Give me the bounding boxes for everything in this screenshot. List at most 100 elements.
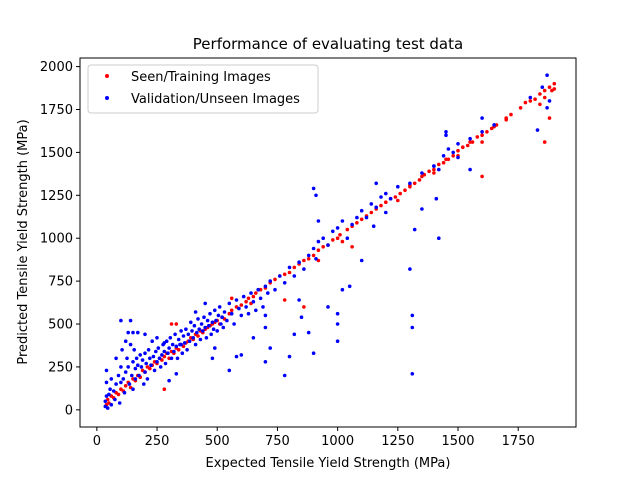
data-point: [468, 140, 472, 144]
data-point: [287, 270, 292, 275]
data-point: [162, 387, 167, 392]
data-point: [359, 208, 364, 213]
data-point: [117, 401, 122, 405]
data-point: [199, 322, 204, 326]
data-point: [246, 311, 251, 316]
data-point: [254, 291, 258, 295]
data-point: [251, 294, 256, 299]
data-point: [175, 356, 180, 361]
data-point: [412, 227, 417, 232]
legend: Seen/Training Images Validation/Unseen I…: [87, 64, 319, 114]
data-point: [410, 325, 415, 330]
data-point: [316, 248, 321, 252]
data-point: [172, 349, 176, 354]
data-point: [292, 274, 297, 278]
data-point: [131, 330, 135, 335]
y-tick-label: 1250: [40, 189, 73, 204]
data-point: [420, 174, 424, 179]
data-point: [350, 222, 354, 227]
data-point: [268, 346, 273, 350]
data-point: [542, 140, 547, 144]
plot-points: [103, 73, 557, 410]
data-point: [142, 382, 146, 386]
data-point: [133, 377, 138, 381]
data-point: [302, 305, 306, 309]
data-point: [136, 330, 140, 335]
data-point: [246, 296, 251, 301]
y-tick-label: 250: [48, 360, 73, 375]
data-point: [195, 330, 199, 335]
data-point: [174, 322, 179, 326]
data-point: [167, 346, 171, 350]
data-point: [241, 294, 246, 299]
x-axis: 0 250 500 750 1000 1250 1500 1750: [93, 427, 535, 449]
data-point: [108, 387, 112, 392]
data-point: [480, 174, 484, 179]
series-validation-unseen: [103, 73, 552, 410]
data-point: [229, 308, 234, 313]
data-point: [152, 368, 157, 373]
data-point: [173, 332, 177, 337]
data-point: [126, 365, 130, 369]
data-point: [518, 106, 523, 110]
y-tick-label: 750: [48, 275, 73, 290]
data-point: [126, 330, 130, 335]
data-point: [545, 73, 549, 77]
data-point: [331, 238, 335, 242]
data-point: [239, 313, 244, 318]
data-point: [326, 305, 330, 309]
data-point: [335, 236, 340, 240]
data-point: [229, 311, 234, 316]
data-point: [174, 344, 179, 349]
data-point: [176, 337, 181, 342]
data-point: [186, 332, 191, 337]
y-tick-label: 1000: [40, 232, 73, 247]
data-point: [146, 348, 151, 352]
data-point: [216, 313, 221, 318]
data-point: [128, 342, 133, 347]
data-point: [203, 325, 207, 330]
data-point: [420, 171, 424, 175]
data-point: [225, 318, 229, 323]
data-point: [335, 339, 340, 344]
data-point: [104, 368, 109, 373]
data-point: [306, 253, 311, 258]
data-point: [263, 325, 268, 330]
data-point: [154, 349, 158, 354]
data-point: [114, 382, 118, 386]
data-point: [160, 353, 164, 357]
data-point: [196, 317, 200, 321]
data-point: [244, 299, 248, 304]
data-point: [263, 313, 268, 318]
data-point: [369, 210, 374, 215]
data-point: [321, 236, 326, 240]
data-point: [437, 162, 441, 167]
data-point: [187, 339, 192, 344]
plot-frame: [79, 57, 577, 428]
data-point: [168, 336, 173, 340]
data-point: [297, 298, 301, 302]
data-point: [535, 128, 540, 132]
data-point: [237, 306, 241, 311]
legend-marker-validation: [105, 96, 109, 100]
data-point: [125, 356, 129, 361]
data-point: [155, 360, 159, 364]
data-point: [205, 318, 210, 323]
data-point: [350, 245, 354, 249]
data-point: [169, 356, 174, 361]
chart-title: Performance of evaluating test data: [193, 35, 463, 53]
data-point: [444, 157, 448, 162]
data-point: [359, 217, 364, 222]
data-point: [166, 351, 170, 356]
data-point: [213, 308, 217, 313]
y-tick-label: 0: [65, 403, 73, 418]
data-point: [120, 348, 124, 352]
data-point: [156, 346, 161, 350]
y-tick-label: 1500: [40, 146, 73, 161]
data-point: [273, 277, 277, 282]
data-point: [408, 181, 412, 186]
data-point: [227, 301, 232, 306]
data-point: [209, 332, 213, 337]
data-point: [114, 356, 118, 361]
data-point: [345, 236, 350, 240]
